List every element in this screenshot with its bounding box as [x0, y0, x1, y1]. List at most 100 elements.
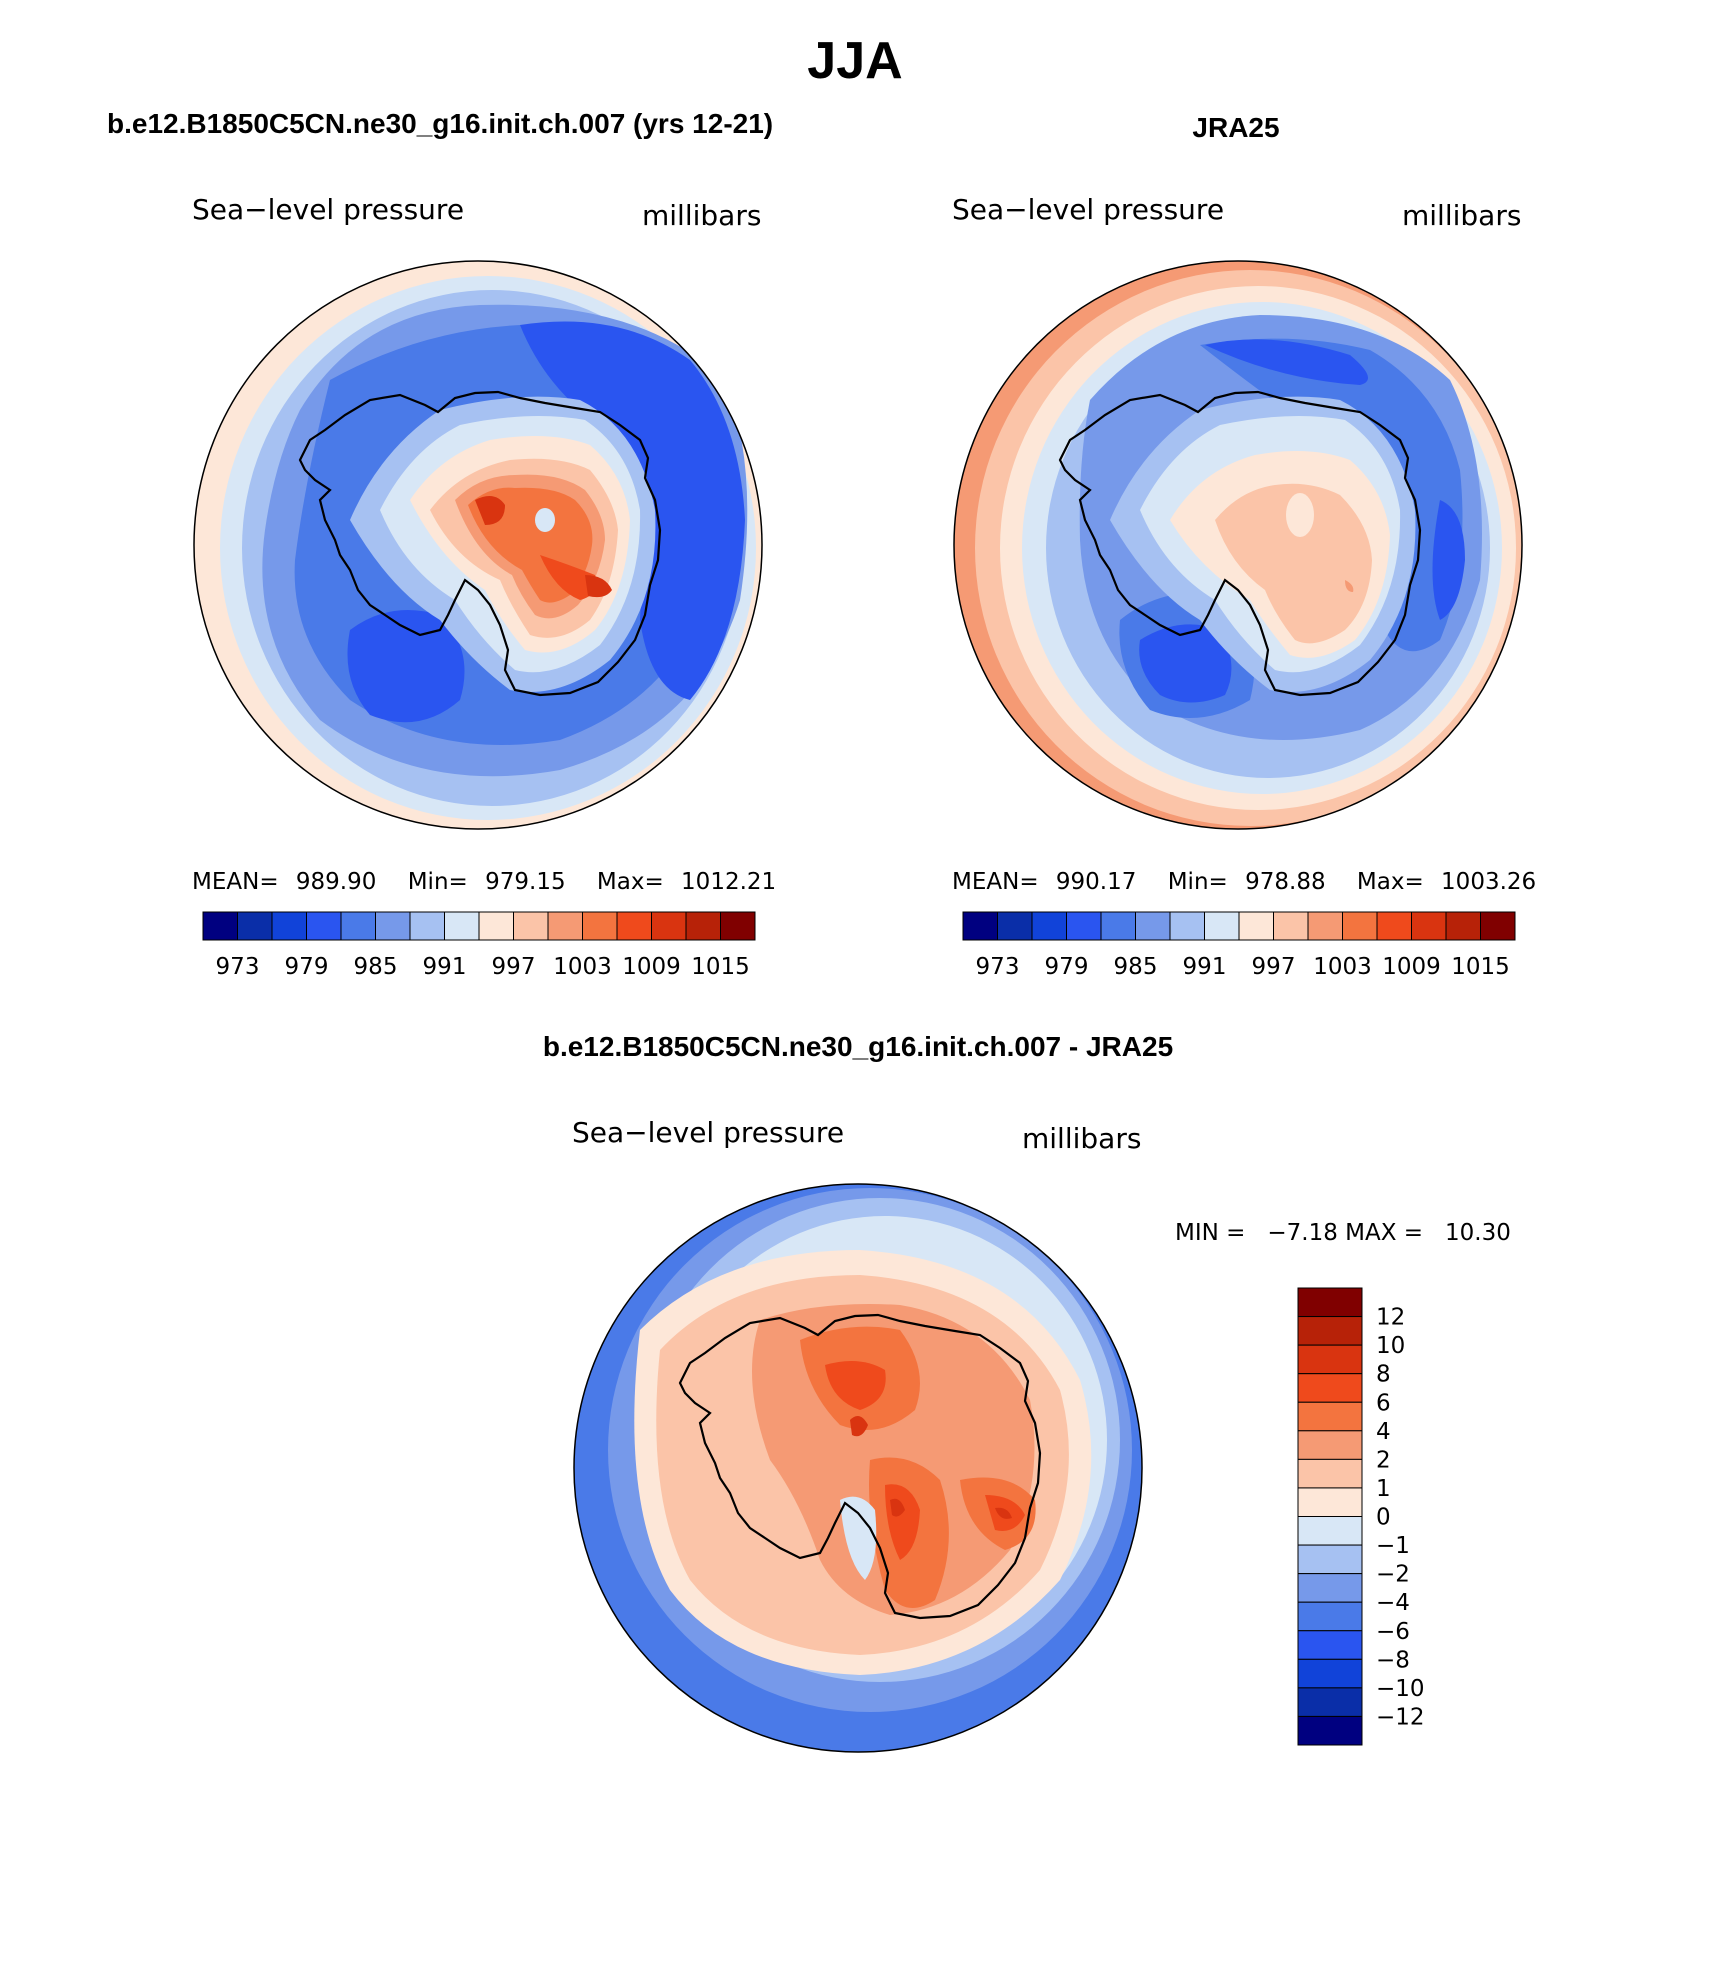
svg-text:MEAN= 990.17 Min=: MEAN= 990.17 Min= 978.88 Max= 1003.26 — [952, 869, 1536, 895]
model-colorbar-swatch — [375, 911, 411, 941]
model-units-label: millibars — [642, 199, 761, 232]
diff-colorbar-tick-label: 0 — [1376, 1505, 1391, 1531]
model-panel-header: b.e12.B1850C5CN.ne30_g16.init.ch.007 (yr… — [107, 108, 773, 139]
model-colorbar-tick-label: 1003 — [553, 954, 612, 980]
obs-panel-header: JRA25 — [1192, 112, 1279, 143]
model-colorbar-swatch — [651, 911, 687, 941]
model-min-label: Min= — [408, 869, 468, 895]
obs-colorbar-ticks: 973 979 985 991 997 1003 1009 1015 — [976, 954, 1510, 980]
obs-colorbar-swatch — [1100, 911, 1136, 941]
model-colorbar-swatch — [340, 911, 376, 941]
obs-colorbar-swatch — [1031, 911, 1067, 941]
obs-colorbar-swatch — [1169, 911, 1205, 941]
obs-mean-value: 990.17 — [1056, 869, 1136, 895]
obs-map-border — [953, 260, 1523, 830]
obs-colorbar-tick-label: 1015 — [1451, 954, 1510, 980]
model-map-border — [193, 260, 763, 830]
model-colorbar-swatch — [685, 911, 721, 941]
diff-colorbar-swatch — [1297, 1630, 1363, 1660]
model-colorbar-swatch — [306, 911, 342, 941]
diff-colorbar-tick-label: 6 — [1376, 1390, 1391, 1416]
obs-colorbar-tick-label: 1009 — [1382, 954, 1441, 980]
model-colorbar — [202, 911, 756, 941]
obs-colorbar-swatch — [1376, 911, 1412, 941]
diff-map-border — [573, 1183, 1143, 1753]
obs-mean-label: MEAN= — [952, 869, 1039, 895]
obs-colorbar-swatch — [1238, 911, 1274, 941]
model-pacific-low — [520, 321, 745, 700]
diff-colorbar — [1297, 1287, 1363, 1746]
diff-colorbar-tick-label: −2 — [1376, 1562, 1410, 1588]
model-colorbar-swatch — [271, 911, 307, 941]
diff-high-8 — [890, 1498, 905, 1517]
obs-coastline — [1058, 390, 1422, 697]
obs-min-label: Min= — [1168, 869, 1228, 895]
model-panel: b.e12.B1850C5CN.ne30_g16.init.ch.007 (yr… — [107, 108, 776, 980]
model-colorbar-swatch — [237, 911, 273, 941]
model-mean-value: 989.90 — [296, 869, 376, 895]
model-colorbar-swatch — [720, 911, 756, 941]
obs-colorbar-tick-label: 973 — [976, 954, 1020, 980]
obs-colorbar-tick-label: 979 — [1045, 954, 1089, 980]
obs-panel: JRA25 Sea−level pressure millibars — [952, 112, 1536, 980]
diff-high-9 — [995, 1507, 1012, 1519]
season-title: JJA — [807, 32, 902, 90]
model-colorbar-tick-label: 979 — [285, 954, 329, 980]
diff-variable-label: Sea−level pressure — [572, 1116, 844, 1149]
model-colorbar-ticks: 973 979 985 991 997 1003 1009 1015 — [216, 954, 750, 980]
diff-colorbar-swatch — [1297, 1458, 1363, 1489]
obs-colorbar-swatch — [1480, 911, 1516, 941]
diff-colorbar-swatch — [1297, 1687, 1363, 1717]
model-polar-map — [194, 261, 762, 829]
diff-high-7 — [850, 1416, 868, 1437]
model-interior-dip — [535, 508, 555, 532]
diff-colorbar-tick-label: 12 — [1376, 1305, 1405, 1331]
obs-antarctic-high-3 — [1345, 580, 1354, 592]
model-colorbar-tick-label: 985 — [354, 954, 398, 980]
diff-minmax: MIN = −7.18 MAX = 10.30 — [1175, 1220, 1511, 1246]
model-antarctic-high-6 — [585, 575, 612, 598]
model-antarctic-high-5 — [540, 555, 596, 600]
obs-min-value: 978.88 — [1245, 869, 1325, 895]
obs-amundsen-low-2 — [1139, 624, 1232, 703]
model-colorbar-tick-label: 1009 — [622, 954, 681, 980]
obs-colorbar-swatch — [1411, 911, 1447, 941]
diff-colorbar-swatch — [1297, 1401, 1363, 1432]
diff-colorbar-tick-label: 2 — [1376, 1447, 1391, 1473]
model-colorbar-swatch — [202, 911, 238, 941]
obs-colorbar-tick-label: 985 — [1114, 954, 1158, 980]
model-amundsen-low — [347, 610, 465, 723]
obs-colorbar-swatch — [1342, 911, 1378, 941]
model-colorbar-swatch — [582, 911, 618, 941]
diff-colorbar-tick-label: −12 — [1376, 1704, 1425, 1730]
diff-colorbar-swatch — [1297, 1344, 1363, 1375]
model-mean-label: MEAN= — [192, 869, 279, 895]
diff-colorbar-swatch — [1297, 1316, 1363, 1346]
svg-text:MEAN= 989.90 Min=: MEAN= 989.90 Min= 979.15 Max= 1012.21 — [192, 869, 776, 895]
diff-colorbar-swatch — [1297, 1516, 1363, 1546]
diff-colorbar-tick-label: 10 — [1376, 1333, 1405, 1359]
diff-colorbar-swatch — [1297, 1544, 1363, 1575]
model-max-value: 1012.21 — [681, 869, 776, 895]
diff-colorbar-tick-label: 1 — [1376, 1476, 1391, 1502]
model-colorbar-tick-label: 973 — [216, 954, 260, 980]
diff-colorbar-tick-label: −10 — [1376, 1676, 1425, 1702]
obs-colorbar-tick-label: 1003 — [1313, 954, 1372, 980]
obs-interior-dip — [1286, 493, 1314, 537]
obs-variable-label: Sea−level pressure — [952, 193, 1224, 226]
model-variable-label: Sea−level pressure — [192, 193, 464, 226]
diff-colorbar-swatch — [1297, 1287, 1363, 1318]
diff-colorbar-swatch — [1297, 1715, 1363, 1746]
obs-max-value: 1003.26 — [1441, 869, 1536, 895]
obs-colorbar-swatch — [1135, 911, 1171, 941]
model-max-label: Max= — [597, 869, 664, 895]
diff-colorbar-swatch — [1297, 1487, 1363, 1517]
diff-colorbar-tick-label: −8 — [1376, 1647, 1410, 1673]
obs-antarctic-high-2 — [1215, 483, 1372, 644]
diff-panel-header: b.e12.B1850C5CN.ne30_g16.init.ch.007 - J… — [543, 1031, 1173, 1062]
diff-colorbar-swatch — [1297, 1573, 1363, 1603]
diff-colorbar-tick-label: −1 — [1376, 1533, 1410, 1559]
model-colorbar-swatch — [409, 911, 445, 941]
obs-pacific-low — [1205, 339, 1368, 385]
